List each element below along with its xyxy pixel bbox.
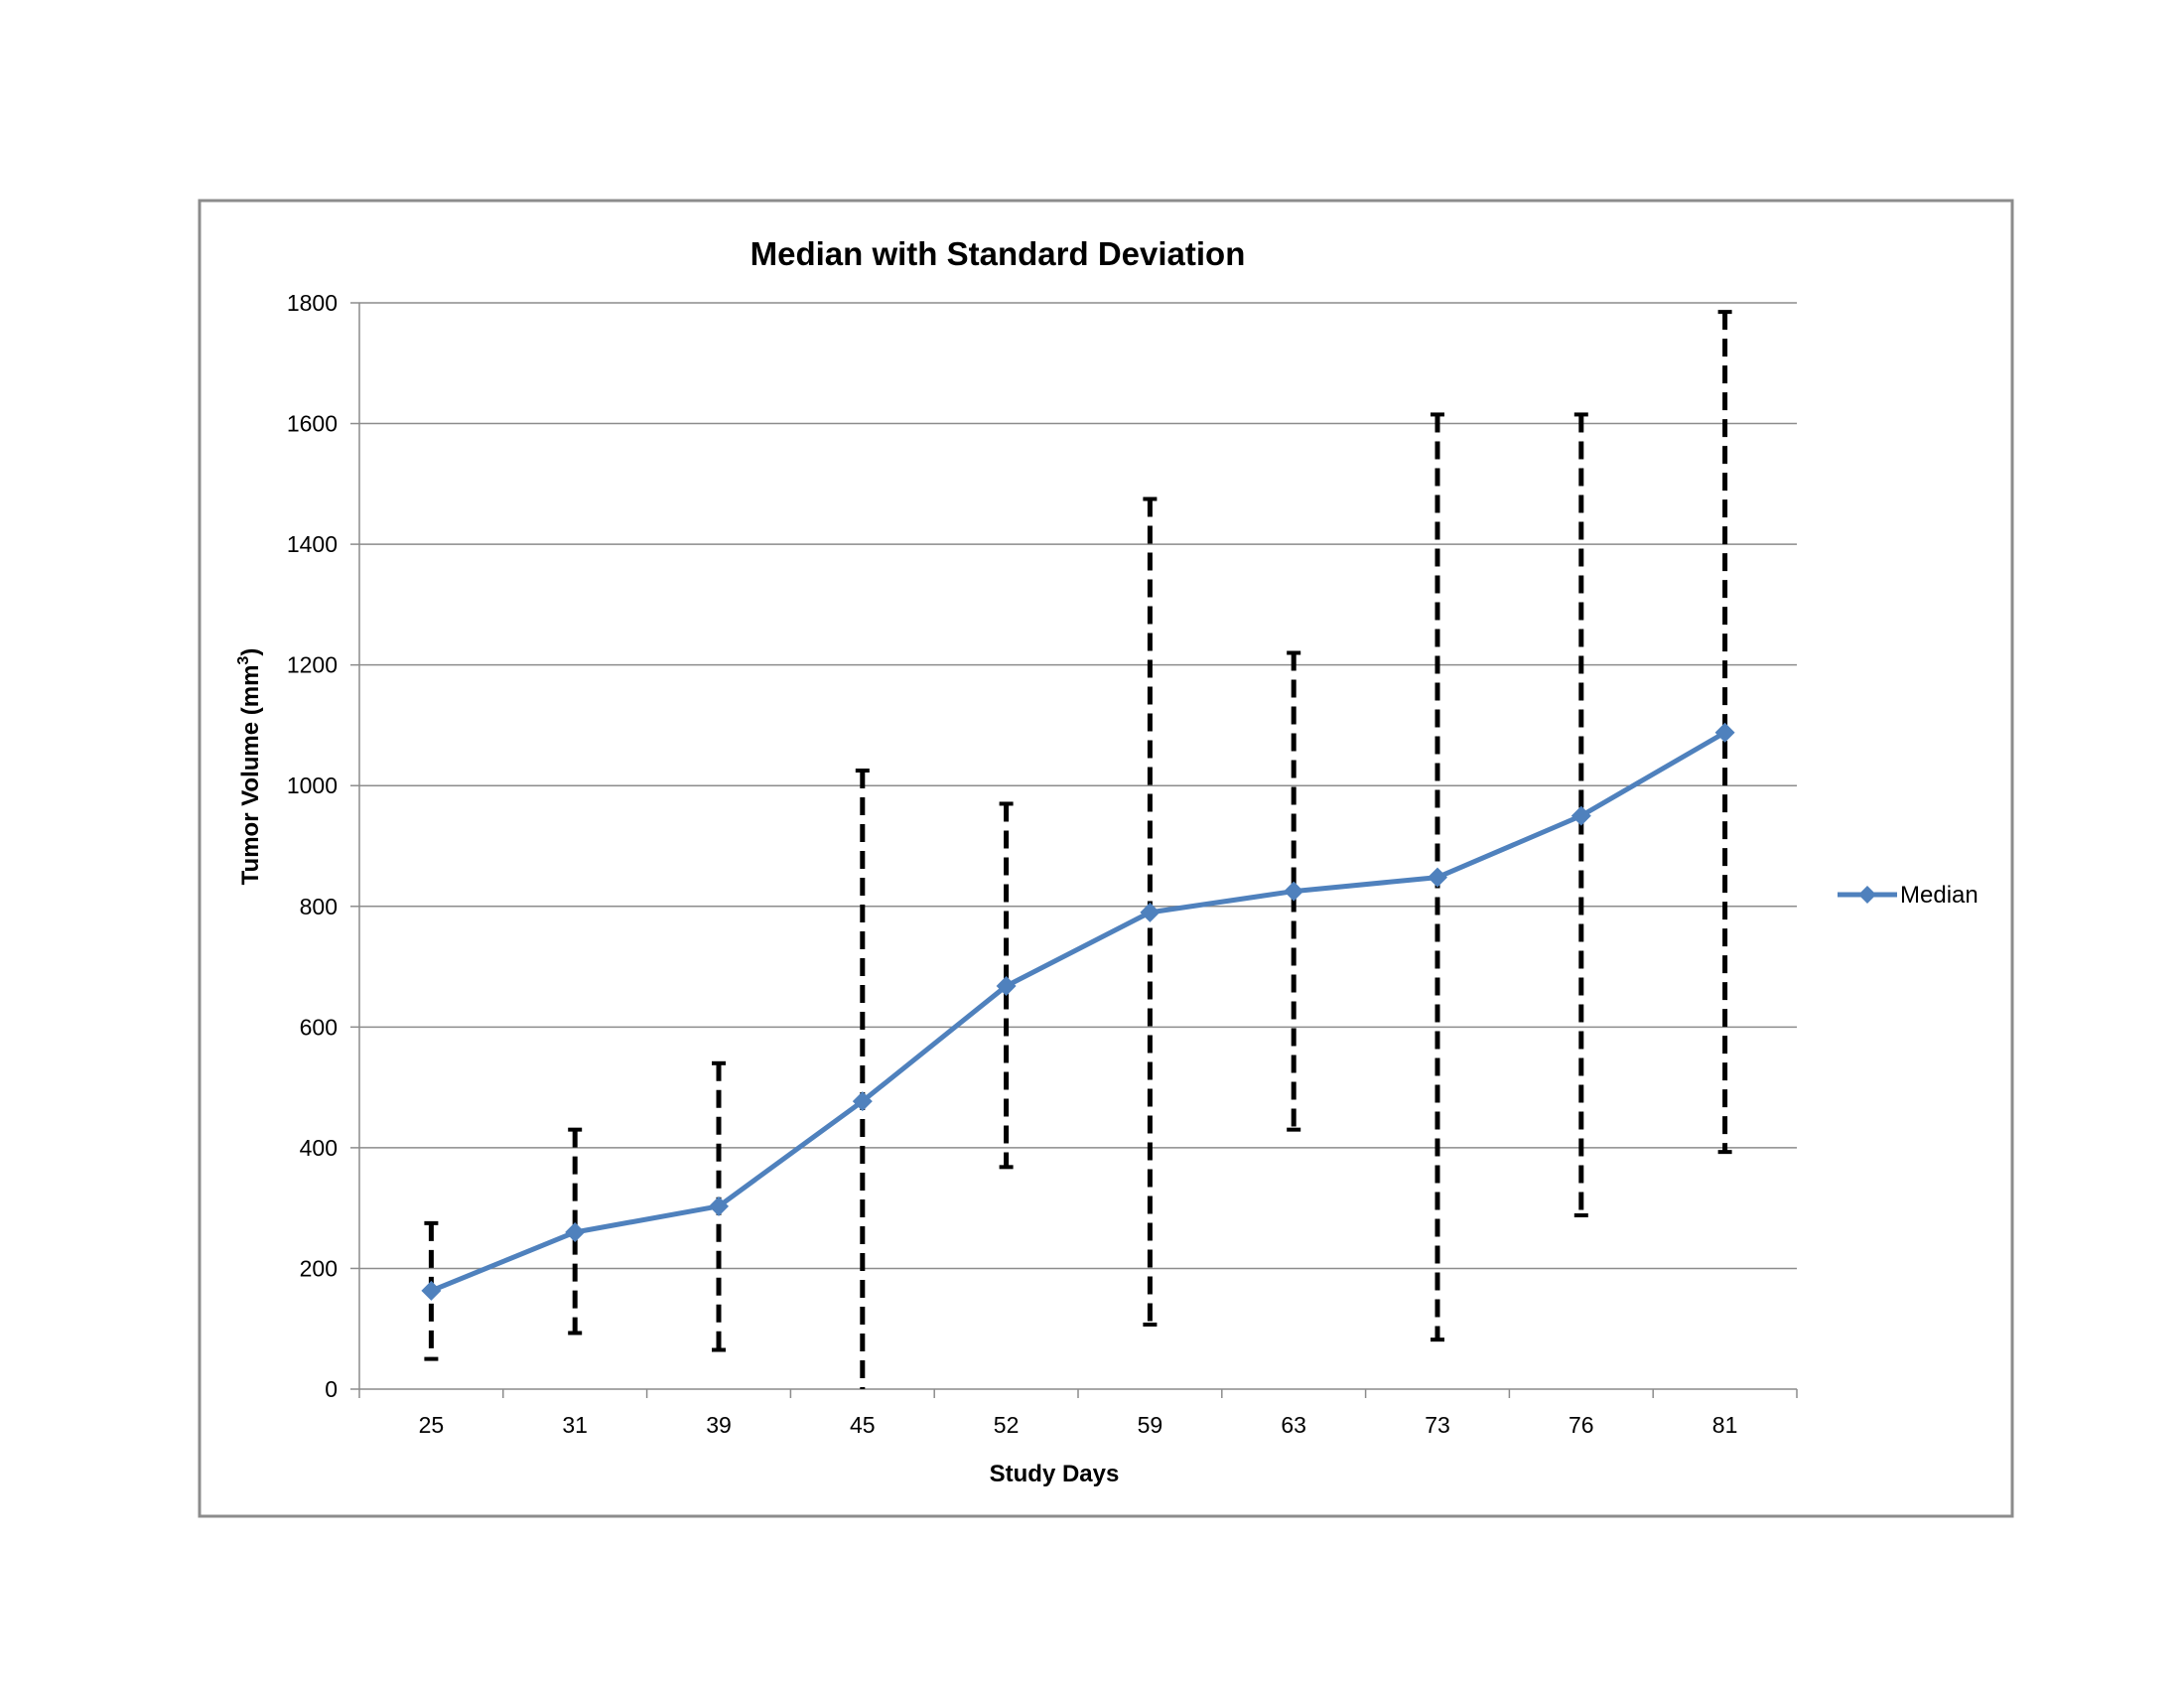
y-axis-title-main: Tumor Volume (mm — [237, 665, 264, 886]
y-tick-label: 1400 — [287, 531, 338, 557]
y-tick-label: 600 — [300, 1014, 338, 1040]
chart-frame — [198, 199, 2014, 1518]
y-tick-label: 1000 — [287, 773, 338, 798]
x-tick-label: 52 — [994, 1412, 1020, 1438]
median-point — [421, 1280, 442, 1301]
median-point — [565, 1221, 586, 1242]
x-tick-label: 59 — [1138, 1412, 1163, 1438]
y-tick-label: 0 — [325, 1376, 338, 1402]
legend-marker — [1858, 886, 1876, 904]
x-tick-label: 25 — [419, 1412, 445, 1438]
x-tick-label: 63 — [1281, 1412, 1306, 1438]
median-point — [1570, 805, 1591, 826]
y-tick-label: 400 — [300, 1135, 338, 1161]
median-point — [709, 1196, 729, 1216]
median-point — [1284, 881, 1304, 902]
y-axis-title-end: ) — [237, 648, 264, 656]
x-tick-label: 45 — [850, 1412, 876, 1438]
x-tick-labels: 25 31 39 45 52 59 63 73 76 81 — [419, 1412, 1738, 1438]
median-line — [430, 730, 1726, 1294]
y-axis-title-superscript: 3 — [235, 656, 252, 665]
median-point — [996, 976, 1017, 997]
series-median — [421, 722, 1735, 1301]
y-tick-label: 1600 — [287, 411, 338, 437]
y-tick-label: 800 — [300, 894, 338, 919]
chart-title: Median with Standard Deviation — [751, 235, 1246, 272]
median-point — [852, 1091, 873, 1112]
y-tick-label: 200 — [300, 1255, 338, 1281]
gridlines — [350, 302, 1797, 1390]
median-point — [1714, 722, 1735, 743]
median-point — [1428, 867, 1447, 888]
median-point — [1140, 902, 1160, 922]
y-axis-title: Tumor Volume (mm3) — [235, 648, 264, 886]
y-tick-label: 1800 — [287, 290, 338, 316]
y-tick-labels: 0 200 400 600 800 1000 1200 1400 1600 1800 — [287, 290, 338, 1402]
x-tick-label: 39 — [706, 1412, 732, 1438]
x-axis-title: Study Days — [990, 1461, 1120, 1487]
axes — [358, 303, 1798, 1398]
y-tick-label: 1200 — [287, 652, 338, 678]
x-tick-label: 31 — [562, 1412, 588, 1438]
x-tick-label: 81 — [1712, 1412, 1738, 1438]
legend: Median — [1838, 882, 1979, 909]
x-tick-label: 73 — [1425, 1412, 1450, 1438]
x-tick-label: 76 — [1569, 1412, 1594, 1438]
legend-label-median: Median — [1900, 882, 1979, 909]
